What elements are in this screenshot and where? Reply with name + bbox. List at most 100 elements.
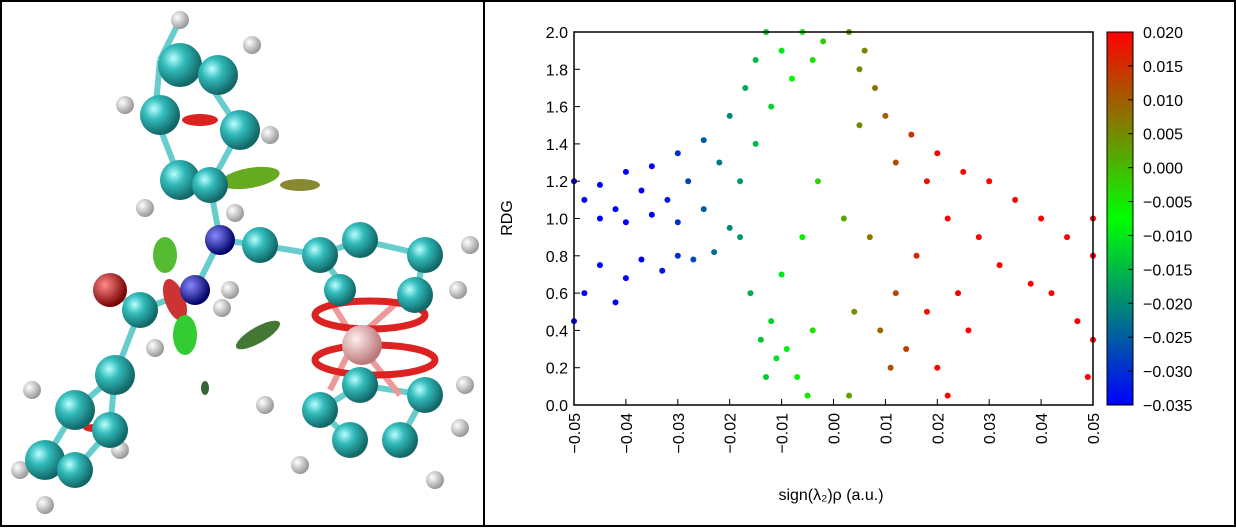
x-tick-label: 0.02 xyxy=(930,413,947,444)
point xyxy=(1084,374,1091,381)
x-tick-label: 0.00 xyxy=(827,413,844,444)
colorbar xyxy=(1106,31,1134,406)
nci-surfaces xyxy=(83,114,439,432)
colorbar-tick-label: −0.020 xyxy=(1143,296,1192,313)
point xyxy=(882,112,889,119)
point xyxy=(820,38,827,45)
point xyxy=(913,252,920,259)
y-tick-label: 1.4 xyxy=(546,137,568,154)
y-tick-label: 0.8 xyxy=(546,249,568,266)
point xyxy=(622,168,629,175)
point xyxy=(877,327,884,334)
point xyxy=(804,392,811,399)
point xyxy=(638,187,645,194)
point xyxy=(856,66,863,73)
point xyxy=(892,159,899,166)
point xyxy=(903,346,910,353)
point xyxy=(846,392,853,399)
y-axis-label: RDG xyxy=(499,200,516,236)
point xyxy=(861,47,868,54)
point xyxy=(887,364,894,371)
point xyxy=(700,206,707,213)
point xyxy=(581,290,588,297)
colorbar-tick-label: −0.010 xyxy=(1143,228,1192,245)
point xyxy=(778,47,785,54)
point xyxy=(664,196,671,203)
point xyxy=(934,364,941,371)
point xyxy=(809,327,816,334)
point xyxy=(892,290,899,297)
y-tick-label: 0.2 xyxy=(546,361,568,378)
x-tick-label: −0.05 xyxy=(567,413,584,454)
point xyxy=(851,308,858,315)
point xyxy=(955,290,962,297)
point xyxy=(596,262,603,269)
point xyxy=(711,249,718,256)
colorbar-tick-label: −0.030 xyxy=(1143,364,1192,381)
point xyxy=(638,256,645,263)
point xyxy=(1038,215,1045,222)
point xyxy=(768,318,775,325)
point xyxy=(674,150,681,157)
colorbar-tick-label: −0.035 xyxy=(1143,398,1192,415)
point xyxy=(773,355,780,362)
point xyxy=(975,234,982,241)
point xyxy=(737,234,744,241)
point xyxy=(986,178,993,185)
x-axis-label: sign(λ₂)ρ (a.u.) xyxy=(778,487,883,504)
point xyxy=(648,163,655,170)
point xyxy=(726,112,733,119)
y-tick-label: 2.0 xyxy=(546,25,568,42)
point xyxy=(685,178,692,185)
y-tick-label: 1.6 xyxy=(546,100,568,117)
atoms xyxy=(11,11,479,514)
point xyxy=(763,374,770,381)
colorbar-tick-label: −0.005 xyxy=(1143,195,1192,212)
point xyxy=(752,140,759,147)
colorbar-tick-label: 0.000 xyxy=(1143,161,1183,178)
point xyxy=(716,159,723,166)
x-tick-label: −0.01 xyxy=(775,413,792,454)
y-tick-label: 0.0 xyxy=(546,398,568,415)
rdg-plot: RDG sign(λ₂)ρ (a.u.) xyxy=(499,200,884,504)
point xyxy=(700,137,707,144)
colorbar-tick-label: 0.020 xyxy=(1143,25,1183,42)
x-tick-label: 0.03 xyxy=(982,413,999,444)
x-tick-label: −0.03 xyxy=(671,413,688,454)
point xyxy=(872,84,879,91)
point xyxy=(747,290,754,297)
point xyxy=(674,219,681,226)
point xyxy=(856,122,863,129)
point xyxy=(737,178,744,185)
x-tick-label: 0.04 xyxy=(1034,413,1051,444)
point xyxy=(742,84,749,91)
point xyxy=(934,150,941,157)
y-tick-label: 1.2 xyxy=(546,174,568,191)
colorbar-tick-label: −0.025 xyxy=(1143,330,1192,347)
point xyxy=(923,308,930,315)
plot-frame xyxy=(573,31,1094,406)
point xyxy=(690,256,697,263)
point xyxy=(908,131,915,138)
colorbar-tick-label: 0.010 xyxy=(1143,93,1183,110)
point xyxy=(726,224,733,231)
point xyxy=(794,374,801,381)
y-tick-label: 0.6 xyxy=(546,286,568,303)
point xyxy=(622,219,629,226)
point xyxy=(814,178,821,185)
point xyxy=(612,206,619,213)
point xyxy=(788,75,795,82)
point xyxy=(1064,234,1071,241)
point xyxy=(674,252,681,259)
point xyxy=(799,234,806,241)
point xyxy=(1027,280,1034,287)
point xyxy=(840,215,847,222)
y-tick-label: 0.4 xyxy=(546,323,568,340)
point xyxy=(1074,318,1081,325)
point xyxy=(612,299,619,306)
point xyxy=(1012,196,1019,203)
point xyxy=(944,392,951,399)
x-tick-label: −0.04 xyxy=(619,413,636,454)
point xyxy=(622,275,629,282)
